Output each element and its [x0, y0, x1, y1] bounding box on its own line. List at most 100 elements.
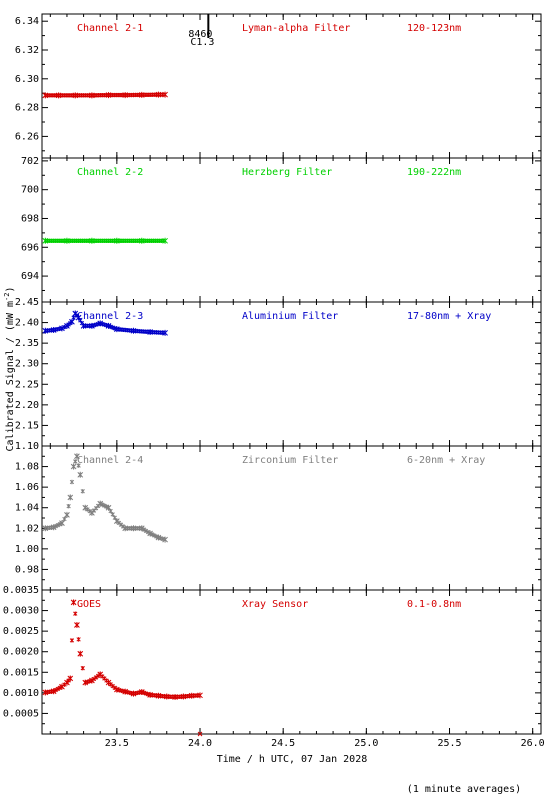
data-point [69, 318, 75, 325]
panel-channel-label: GOES [77, 599, 101, 610]
y-tick-label: 1.08 [15, 462, 39, 473]
data-point [80, 665, 85, 671]
data-point [180, 693, 187, 700]
data-point [50, 326, 57, 333]
data-point [138, 237, 145, 244]
panel-channel-label: Channel 2-1 [77, 23, 143, 34]
data-point [123, 238, 128, 243]
data-point [162, 237, 168, 244]
y-axis-label: Calibrated Signal / (mW m-2) [3, 287, 16, 452]
data-point [131, 238, 136, 243]
data-point [98, 238, 103, 243]
data-point [42, 689, 49, 696]
data-point [147, 530, 153, 537]
panel-5: 0.0005 0.0010 0.0015 0.0020 0.0025 0.0030 0.00… [3, 585, 545, 749]
data-point [114, 92, 120, 98]
y-tick-label: 0.0020 [3, 647, 39, 658]
y-tick-label: 2.20 [15, 400, 39, 411]
data-point [42, 525, 49, 532]
y-tick-label: 694 [21, 271, 39, 282]
data-point [127, 238, 132, 243]
data-point [42, 237, 49, 244]
data-point [75, 314, 82, 321]
data-point [147, 691, 153, 698]
data-series [42, 599, 203, 700]
data-point [197, 731, 203, 737]
data-point [102, 503, 107, 508]
data-point [130, 525, 137, 532]
data-point [152, 533, 157, 538]
data-point [112, 92, 117, 98]
data-point [102, 238, 107, 243]
y-tick-label: 6.30 [15, 74, 39, 85]
data-point [55, 92, 62, 99]
data-series [42, 310, 168, 336]
y-tick-label: 6.34 [15, 16, 39, 27]
panel-frame [41, 445, 542, 591]
data-point [105, 504, 112, 511]
y-tick-label: 0.0015 [3, 667, 39, 678]
data-point [104, 238, 109, 243]
data-point [113, 237, 120, 244]
data-point [59, 325, 65, 332]
data-point [80, 322, 87, 329]
data-series [42, 91, 168, 99]
panel-frame [41, 301, 542, 447]
y-tick-label: 2.15 [15, 420, 39, 431]
panel-filter-label: Xray Sensor [242, 599, 308, 610]
panel-channel-label: Channel 2-2 [77, 167, 143, 178]
data-point [83, 93, 88, 98]
data-point [197, 692, 203, 699]
panel-filter-label: Herzberg Filter [242, 167, 332, 178]
y-tick-label: 0.0035 [3, 585, 39, 596]
panel-band-label: 0.1-0.8nm [407, 599, 461, 610]
data-point [122, 92, 129, 99]
panel-band-label: 120-123nm [407, 23, 461, 34]
data-point [163, 693, 170, 700]
data-point [110, 238, 115, 243]
panel-channel-label: Channel 2-3 [77, 311, 143, 322]
y-axis-label-group: Calibrated Signal / (mW m-2) [3, 287, 16, 452]
panel-frame [41, 13, 542, 159]
y-tick-label: 2.40 [15, 318, 39, 329]
data-point [105, 92, 112, 99]
data-point [82, 679, 89, 686]
y-tick-label: 0.98 [15, 564, 39, 575]
data-point [74, 621, 80, 628]
data-point [66, 503, 71, 509]
data-point [95, 238, 101, 243]
data-point [42, 327, 49, 334]
data-point [122, 525, 129, 532]
data-point [59, 520, 65, 527]
data-point [125, 238, 130, 243]
data-point [89, 677, 95, 684]
data-point [155, 534, 162, 541]
data-point [162, 91, 168, 98]
data-point [155, 692, 162, 699]
data-point [143, 528, 149, 534]
panel-filter-label: Lyman-alpha Filter [242, 23, 350, 34]
data-point [69, 638, 75, 643]
data-point [93, 238, 99, 243]
data-point [64, 322, 70, 329]
data-point [60, 93, 65, 98]
data-point [162, 329, 168, 336]
data-point [108, 238, 113, 243]
data-point [147, 329, 153, 336]
y-tick-label: 0.0005 [3, 708, 39, 719]
data-point [67, 494, 74, 501]
data-point [122, 688, 129, 695]
data-point [66, 93, 72, 98]
data-series [42, 453, 168, 543]
x-axis-label: Time / h UTC, 07 Jan 2028 [217, 754, 368, 765]
data-point [138, 525, 145, 532]
panel-filter-label: Aluminium Filter [242, 311, 338, 322]
x-tick-label: 25.0 [354, 738, 378, 749]
data-point [110, 92, 115, 98]
data-point [89, 509, 95, 516]
y-tick-label: 6.28 [15, 103, 39, 114]
panel-filter-label: Zirconium Filter [242, 455, 338, 466]
data-point [76, 637, 81, 642]
data-point [72, 92, 79, 99]
